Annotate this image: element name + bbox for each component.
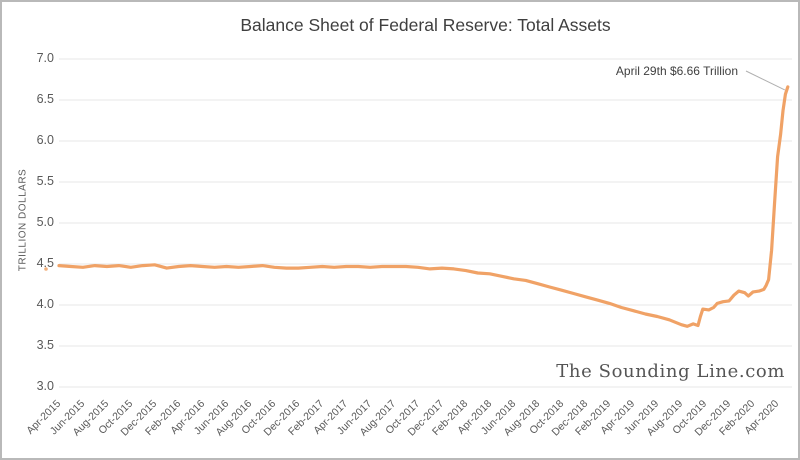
- chart-title: Balance Sheet of Federal Reserve: Total …: [240, 15, 611, 35]
- y-tick-label: 4.5: [36, 256, 54, 270]
- y-tick-label: 3.5: [36, 338, 54, 352]
- annotation-leader-line: [745, 70, 786, 91]
- y-tick-label: 6.0: [36, 133, 54, 147]
- watermark-text: The Sounding Line.com: [556, 361, 785, 382]
- y-tick-label: 5.5: [36, 174, 54, 188]
- y-tick-label: 3.0: [36, 379, 54, 393]
- stray-mark: [44, 267, 48, 271]
- y-tick-label: 5.0: [36, 215, 54, 229]
- total-assets-line: [57, 85, 790, 328]
- annotation-label: April 29th $6.66 Trillion: [615, 64, 738, 78]
- y-tick-label: 7.0: [36, 51, 54, 65]
- y-tick-label: 4.0: [36, 297, 54, 311]
- y-tick-label: 6.5: [36, 92, 54, 106]
